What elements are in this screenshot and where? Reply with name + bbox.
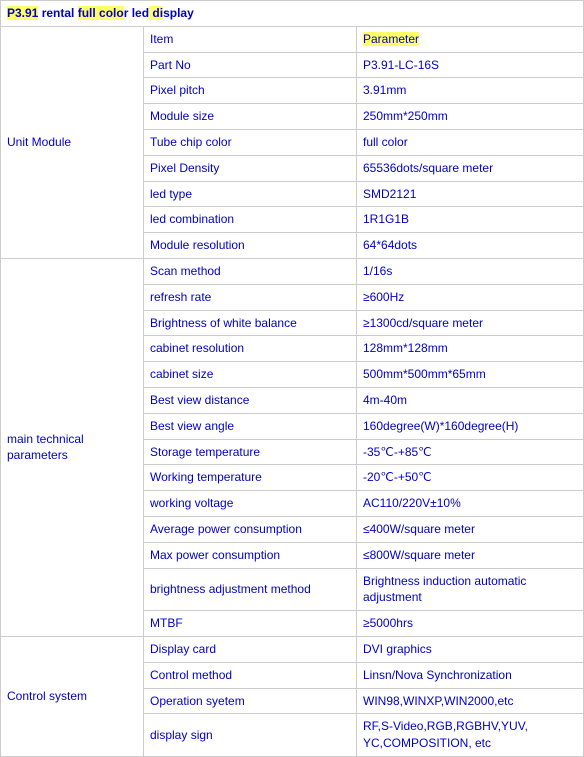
spec-key: Pixel pitch bbox=[144, 78, 357, 104]
spec-key: display sign bbox=[144, 714, 357, 757]
spec-key: Part No bbox=[144, 52, 357, 78]
spec-key: led type bbox=[144, 181, 357, 207]
spec-value: 3.91mm bbox=[357, 78, 584, 104]
spec-value: AC110/220V±10% bbox=[357, 491, 584, 517]
spec-key: Tube chip color bbox=[144, 129, 357, 155]
spec-value: Linsn/Nova Synchronization bbox=[357, 662, 584, 688]
section-label: main technical parameters bbox=[1, 258, 144, 636]
section-label: Control system bbox=[1, 636, 144, 756]
spec-value: DVI graphics bbox=[357, 636, 584, 662]
spec-value: ≥5000hrs bbox=[357, 611, 584, 637]
spec-value: SMD2121 bbox=[357, 181, 584, 207]
spec-value: 500mm*500mm*65mm bbox=[357, 362, 584, 388]
spec-key: led combination bbox=[144, 207, 357, 233]
spec-value: 160degree(W)*160degree(H) bbox=[357, 413, 584, 439]
spec-key: Storage temperature bbox=[144, 439, 357, 465]
spec-value: ≥1300cd/square meter bbox=[357, 310, 584, 336]
spec-key: Pixel Density bbox=[144, 155, 357, 181]
spec-value: ≤400W/square meter bbox=[357, 516, 584, 542]
table-title: P3.91 rental full color led display bbox=[1, 1, 584, 27]
spec-key: Module size bbox=[144, 104, 357, 130]
spec-value: 65536dots/square meter bbox=[357, 155, 584, 181]
spec-value: 1R1G1B bbox=[357, 207, 584, 233]
spec-key: refresh rate bbox=[144, 284, 357, 310]
spec-key: Max power consumption bbox=[144, 542, 357, 568]
spec-table: P3.91 rental full color led displayUnit … bbox=[0, 0, 584, 757]
spec-value: Brightness induction automatic adjustmen… bbox=[357, 568, 584, 611]
spec-key: working voltage bbox=[144, 491, 357, 517]
spec-value: 128mm*128mm bbox=[357, 336, 584, 362]
spec-value: WIN98,WINXP,WIN2000,etc bbox=[357, 688, 584, 714]
spec-key: Control method bbox=[144, 662, 357, 688]
header-parameter: Parameter bbox=[357, 26, 584, 52]
spec-value: P3.91-LC-16S bbox=[357, 52, 584, 78]
spec-key: Average power consumption bbox=[144, 516, 357, 542]
spec-key: cabinet resolution bbox=[144, 336, 357, 362]
spec-key: cabinet size bbox=[144, 362, 357, 388]
spec-value: ≤800W/square meter bbox=[357, 542, 584, 568]
spec-value: 1/16s bbox=[357, 258, 584, 284]
spec-value: RF,S-Video,RGB,RGBHV,YUV, YC,COMPOSITION… bbox=[357, 714, 584, 757]
spec-key: Display card bbox=[144, 636, 357, 662]
spec-key: MTBF bbox=[144, 611, 357, 637]
spec-key: Module resolution bbox=[144, 233, 357, 259]
spec-value: -20℃-+50℃ bbox=[357, 465, 584, 491]
spec-key: Scan method bbox=[144, 258, 357, 284]
spec-value: 4m-40m bbox=[357, 387, 584, 413]
spec-key: Best view angle bbox=[144, 413, 357, 439]
section-label: Unit Module bbox=[1, 26, 144, 258]
spec-value: 250mm*250mm bbox=[357, 104, 584, 130]
spec-key: Best view distance bbox=[144, 387, 357, 413]
spec-key: Brightness of white balance bbox=[144, 310, 357, 336]
spec-key: brightness adjustment method bbox=[144, 568, 357, 611]
spec-value: full color bbox=[357, 129, 584, 155]
spec-key: Working temperature bbox=[144, 465, 357, 491]
header-item: Item bbox=[144, 26, 357, 52]
spec-value: ≥600Hz bbox=[357, 284, 584, 310]
spec-key: Operation syetem bbox=[144, 688, 357, 714]
spec-value: 64*64dots bbox=[357, 233, 584, 259]
spec-value: -35℃-+85℃ bbox=[357, 439, 584, 465]
